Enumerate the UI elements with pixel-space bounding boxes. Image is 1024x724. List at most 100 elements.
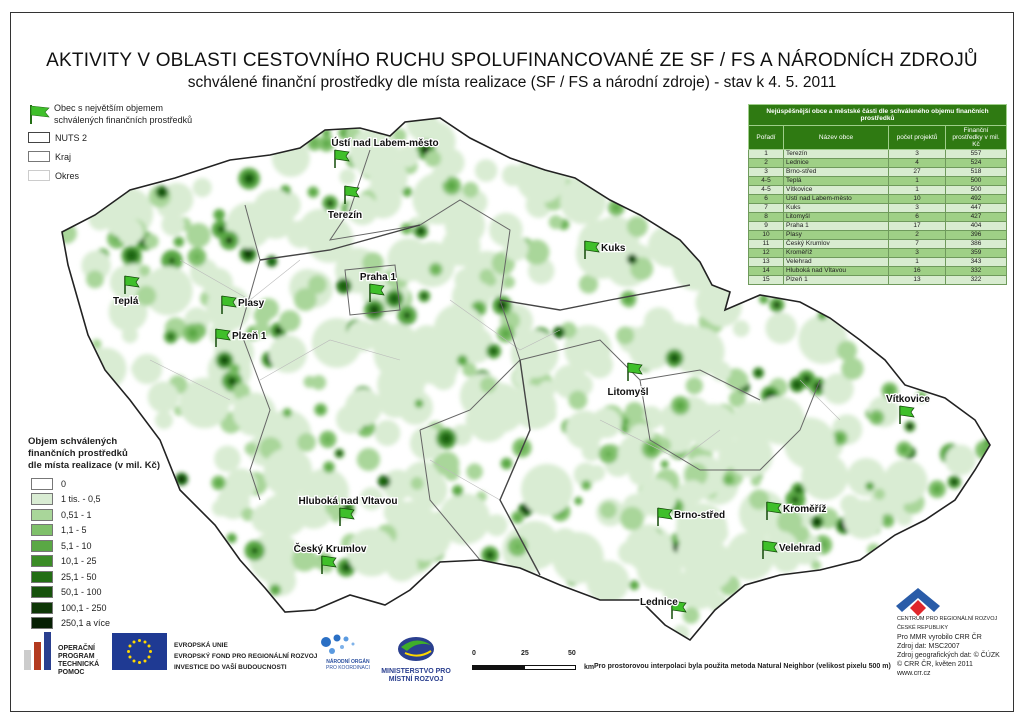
intensity-blob xyxy=(385,549,418,582)
nuts2-swatch xyxy=(28,132,50,143)
intensity-blob xyxy=(458,356,467,365)
table-cell: 10 xyxy=(888,194,946,204)
intensity-blob xyxy=(418,228,424,234)
intensity-blob xyxy=(680,480,705,504)
table-cell: 13 xyxy=(748,257,784,267)
intensity-blob xyxy=(85,270,104,289)
table-cell: 2 xyxy=(888,230,946,240)
intensity-blob xyxy=(187,328,198,339)
intensity-blob xyxy=(371,306,378,313)
intensity-blob xyxy=(139,265,151,277)
intensity-blob xyxy=(684,462,708,487)
intensity-blob xyxy=(491,349,496,354)
intensity-blob xyxy=(144,234,159,249)
table-cell: 2 xyxy=(748,158,784,168)
table-cell: 500 xyxy=(945,176,1007,186)
table-row: 9 Praha 1 17 404 xyxy=(748,221,1007,231)
class-label: 1,1 - 5 xyxy=(61,525,87,536)
class-swatch xyxy=(31,570,53,583)
intensity-blob xyxy=(431,166,449,184)
intensity-blob xyxy=(792,496,799,503)
intensity-blob xyxy=(214,445,241,473)
table-cell: 396 xyxy=(945,230,1007,240)
intensity-blob xyxy=(847,458,886,497)
scale-tick: 50 xyxy=(568,650,576,657)
intensity-blob xyxy=(661,572,696,606)
intensity-blob xyxy=(689,403,738,452)
intensity-blob xyxy=(433,266,439,272)
table-row: 4-5 Vítkovice 1 500 xyxy=(748,185,1007,195)
table-cell: 10 xyxy=(748,230,784,240)
table-cell: Litomyšl xyxy=(783,212,889,222)
intensity-blob xyxy=(232,395,269,431)
intensity-blob xyxy=(628,256,636,263)
intensity-blob xyxy=(346,320,378,352)
class-label: 100,1 - 250 xyxy=(61,602,107,613)
credit-line: Zdroj geografických dat: © ČÚZK xyxy=(897,652,1000,659)
intensity-blob xyxy=(143,266,193,316)
intensity-blob xyxy=(241,507,255,522)
place-label: Brno-střed xyxy=(674,510,725,521)
credit-line: CENTRUM PRO REGIONÁLNÍ ROZVOJ xyxy=(897,616,998,622)
intensity-blob xyxy=(835,434,844,442)
country-border xyxy=(61,117,991,642)
intensity-blob xyxy=(521,463,573,516)
legend-heading: dle místa realizace (v mil. Kč) xyxy=(28,460,161,471)
intensity-blob xyxy=(763,531,799,566)
place-marker: Český Krumlov xyxy=(292,541,368,574)
table-cell: 404 xyxy=(945,221,1007,231)
intensity-blob xyxy=(473,303,484,314)
col-header: Název obce xyxy=(783,125,889,150)
place-marker: Lednice xyxy=(639,596,687,619)
intensity-blob xyxy=(616,326,635,345)
nok-text: NÁRODNÍ ORGÁN PRO KOORDINACI xyxy=(326,659,370,671)
intensity-blob xyxy=(874,415,879,420)
intensity-blob xyxy=(682,607,700,624)
intensity-blob xyxy=(710,361,732,382)
intensity-blob xyxy=(865,482,874,491)
table-cell: 9 xyxy=(748,221,784,231)
flag-icon xyxy=(584,240,600,259)
map-title: AKTIVITY V OBLASTI CESTOVNÍHO RUCHU SPOL… xyxy=(46,50,978,71)
table-cell: 386 xyxy=(945,239,1007,249)
table-cell: 524 xyxy=(945,158,1007,168)
intensity-blob xyxy=(169,335,173,339)
legend-boundaries: NUTS 2 Kraj Okres xyxy=(28,100,87,185)
legend-class-item: 250,1 a více xyxy=(28,616,160,632)
eu-text: EVROPSKÁ UNIE EVROPSKÝ FOND PRO REGIONÁL… xyxy=(174,640,317,673)
intensity-blob xyxy=(628,526,665,563)
table-cell: 16 xyxy=(888,266,946,276)
intensity-blob xyxy=(578,274,599,294)
place-marker: Kuks xyxy=(584,240,627,259)
intensity-blob xyxy=(513,385,557,430)
intensity-blob xyxy=(438,493,491,545)
table-cell: Ústí nad Labem-město xyxy=(783,194,889,204)
place-label: Vítkovice xyxy=(886,394,930,405)
intensity-blob xyxy=(344,565,349,570)
intensity-blob xyxy=(311,375,327,390)
mmr-logo-icon xyxy=(398,637,434,661)
mmr-logo-text: MINISTERSTVO PRO MÍSTNÍ ROZVOJ xyxy=(381,668,451,683)
eu-star xyxy=(132,659,136,663)
place-label: Kroměříž xyxy=(783,504,826,515)
map-subtitle: schválené finanční prostředky dle místa … xyxy=(187,74,837,91)
kraj-label: Kraj xyxy=(55,151,72,162)
intensity-blob xyxy=(424,150,442,167)
nuts2-borders xyxy=(259,224,691,576)
intensity-blob xyxy=(410,476,424,490)
intensity-blob xyxy=(404,313,410,318)
intensity-blob xyxy=(409,426,444,460)
intensity-blob xyxy=(559,177,607,225)
intensity-blob xyxy=(673,546,679,552)
intensity-blob xyxy=(575,498,582,504)
eu-star xyxy=(127,650,130,653)
flag-label-line: Obec s největším objemem xyxy=(54,103,164,113)
nuts2-label: NUTS 2 xyxy=(55,132,88,143)
intensity-blob xyxy=(814,519,820,525)
table-cell: 7 xyxy=(888,239,946,249)
intensity-blob xyxy=(462,362,477,377)
intensity-blob xyxy=(214,209,225,220)
table-cell: Teplá xyxy=(783,176,889,186)
place-marker: Plasy xyxy=(221,295,266,314)
